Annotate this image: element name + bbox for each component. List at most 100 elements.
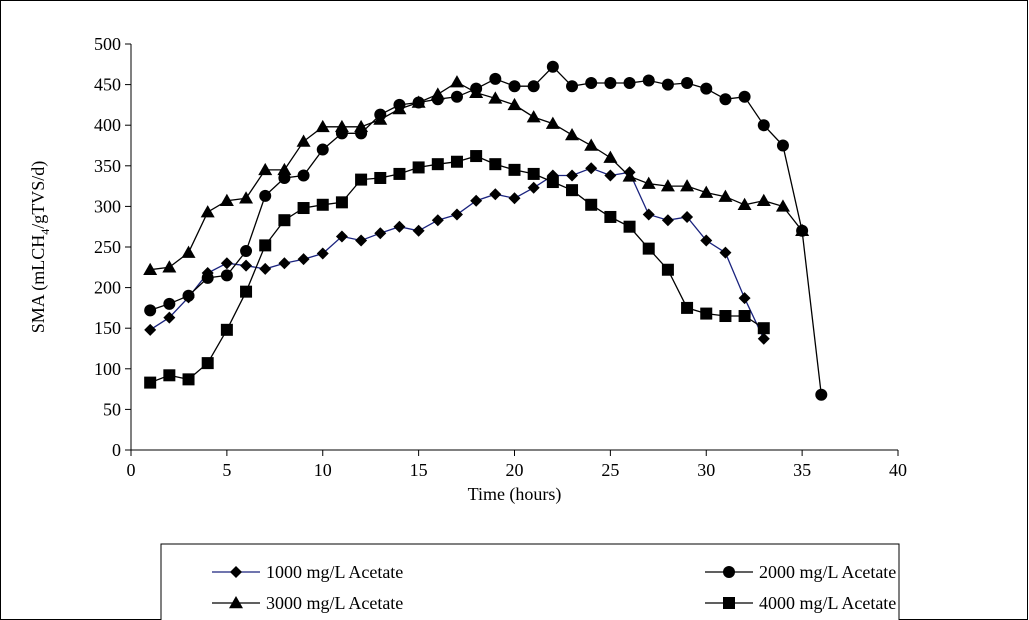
data-point-diamond xyxy=(681,210,694,223)
legend: 1000 mg/L Acetate 2000 mg/L Acetate 3000 m… xyxy=(160,543,900,620)
y-tick-label: 150 xyxy=(94,318,121,338)
legend-marker-circle xyxy=(723,566,735,578)
series-triangle xyxy=(143,75,810,275)
data-point-square xyxy=(393,167,406,180)
y-axis-title-subscript: 4 xyxy=(38,229,52,235)
x-tick-label: 10 xyxy=(314,460,332,480)
data-point-diamond xyxy=(278,257,291,270)
data-point-circle xyxy=(604,76,617,89)
data-point-diamond xyxy=(585,162,598,175)
x-tick-label: 35 xyxy=(793,460,811,480)
data-point-square xyxy=(719,310,732,323)
data-point-circle xyxy=(546,60,559,73)
legend-label: 4000 mg/L Acetate xyxy=(759,593,896,613)
data-point-diamond xyxy=(412,224,425,237)
x-axis-title: Time (hours) xyxy=(468,484,562,505)
data-point-triangle xyxy=(622,169,637,182)
data-point-triangle xyxy=(775,199,790,212)
data-point-square xyxy=(355,173,368,186)
series-diamond xyxy=(144,162,770,345)
data-point-square xyxy=(757,322,770,335)
data-point-square xyxy=(182,373,195,386)
legend-item: 2000 mg/L Acetate xyxy=(705,562,896,582)
x-tick-label: 15 xyxy=(410,460,428,480)
axes: 0 50 100 150 200 250 300 350 400 450 500 0 5 10 15 20 25… xyxy=(94,34,907,480)
data-point-triangle xyxy=(526,110,541,123)
data-point-diamond xyxy=(393,220,406,233)
data-point-square xyxy=(585,198,598,211)
legend-label: 3000 mg/L Acetate xyxy=(266,593,403,613)
data-point-triangle xyxy=(239,191,254,204)
y-tick-label: 450 xyxy=(94,75,121,95)
data-point-diamond xyxy=(661,214,674,227)
x-tick-label: 5 xyxy=(222,460,231,480)
data-point-diamond xyxy=(297,253,310,266)
y-axis-title: SMA (mLCH4/gTVS/d) xyxy=(28,161,52,334)
data-point-diamond xyxy=(604,169,617,182)
data-point-square xyxy=(374,171,387,184)
data-point-circle xyxy=(182,289,195,302)
data-point-circle xyxy=(163,297,176,310)
data-point-triangle xyxy=(392,101,407,115)
data-point-diamond xyxy=(144,323,157,336)
data-point-circle xyxy=(316,143,329,156)
data-point-circle xyxy=(776,139,789,152)
y-tick-label: 300 xyxy=(94,196,121,216)
data-point-diamond xyxy=(470,194,483,207)
data-point-square xyxy=(220,323,233,336)
data-point-square xyxy=(527,167,540,180)
data-point-triangle xyxy=(219,193,234,206)
data-point-triangle xyxy=(795,223,810,237)
data-point-circle xyxy=(259,189,272,202)
data-point-square xyxy=(163,369,176,382)
data-point-triangle xyxy=(334,119,349,133)
legend-marker-diamond xyxy=(230,566,242,578)
data-point-square xyxy=(642,242,655,255)
data-point-triangle xyxy=(469,85,484,98)
data-point-diamond xyxy=(163,311,176,324)
data-point-circle xyxy=(144,304,157,317)
data-point-circle xyxy=(719,93,732,106)
data-point-circle xyxy=(815,388,828,401)
data-point-diamond xyxy=(355,234,368,247)
data-point-diamond xyxy=(489,188,502,201)
legend-item: 4000 mg/L Acetate xyxy=(705,593,896,613)
data-point-triangle xyxy=(430,87,445,100)
data-point-circle xyxy=(661,78,674,91)
data-point-triangle xyxy=(641,176,656,189)
legend-item: 1000 mg/L Acetate xyxy=(212,562,403,582)
data-point-circle xyxy=(220,269,233,282)
legend-item: 3000 mg/L Acetate xyxy=(212,593,403,613)
data-point-circle xyxy=(450,90,463,103)
data-point-triangle xyxy=(660,179,675,192)
data-point-triangle xyxy=(507,97,522,111)
data-point-square xyxy=(431,158,444,171)
data-point-circle xyxy=(757,119,770,132)
y-tick-label: 400 xyxy=(94,115,121,135)
data-point-diamond xyxy=(508,192,521,205)
data-point-diamond xyxy=(220,257,233,270)
data-point-triangle xyxy=(315,119,330,133)
data-point-diamond xyxy=(527,181,540,194)
data-point-triangle xyxy=(584,138,599,151)
data-point-diamond xyxy=(316,247,329,260)
data-point-triangle xyxy=(373,112,388,125)
data-point-square xyxy=(278,214,291,227)
data-point-triangle xyxy=(258,162,273,176)
data-point-circle xyxy=(585,76,598,89)
data-point-circle xyxy=(700,82,713,95)
data-point-diamond xyxy=(566,169,579,182)
data-point-triangle xyxy=(296,134,311,147)
legend-label: 2000 mg/L Acetate xyxy=(759,562,896,582)
legend-label: 1000 mg/L Acetate xyxy=(266,562,403,582)
series-square xyxy=(144,150,770,389)
data-point-square xyxy=(470,150,483,163)
data-point-diamond xyxy=(738,292,751,305)
legend-box xyxy=(160,543,900,620)
data-point-square xyxy=(450,155,463,168)
data-point-circle xyxy=(201,271,214,284)
data-point-diamond xyxy=(374,227,387,240)
data-point-triangle xyxy=(545,116,560,129)
data-point-circle xyxy=(623,76,636,89)
y-tick-label: 0 xyxy=(112,440,121,460)
